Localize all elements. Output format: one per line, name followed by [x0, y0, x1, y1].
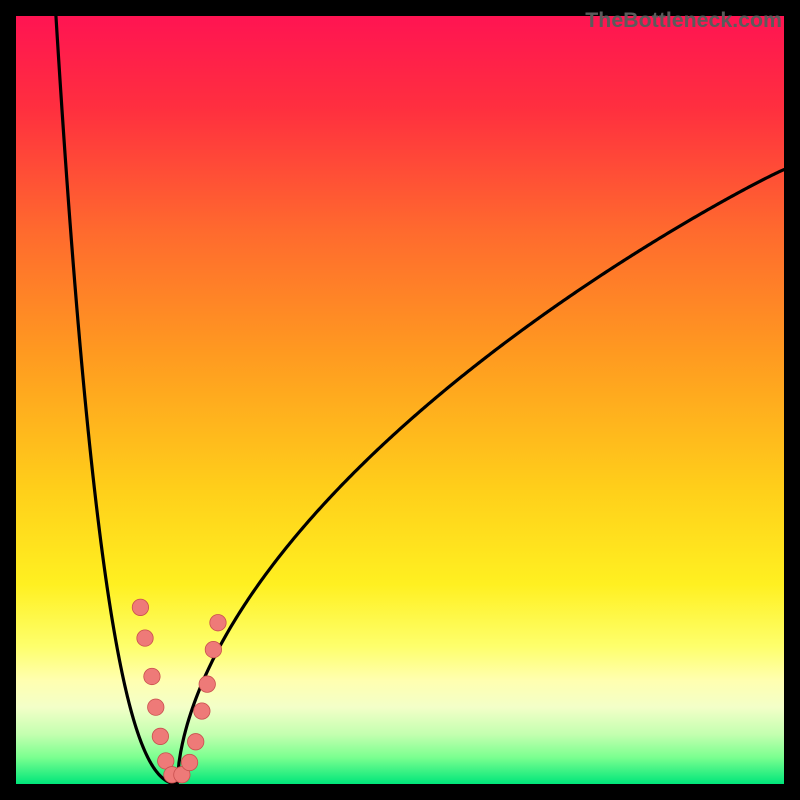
- marker-dot: [188, 734, 204, 750]
- marker-dot: [152, 728, 168, 744]
- watermark-text: TheBottleneck.com: [585, 8, 782, 33]
- marker-dot: [144, 668, 160, 684]
- marker-dot: [137, 630, 153, 646]
- plot-background: [16, 16, 784, 784]
- marker-dot: [148, 699, 164, 715]
- bottleneck-chart: TheBottleneck.com: [0, 0, 800, 800]
- marker-dot: [210, 615, 226, 631]
- marker-dot: [132, 599, 148, 615]
- chart-svg: [0, 0, 800, 800]
- marker-dot: [199, 676, 215, 692]
- marker-dot: [194, 703, 210, 719]
- marker-dot: [181, 754, 197, 770]
- marker-dot: [205, 641, 221, 657]
